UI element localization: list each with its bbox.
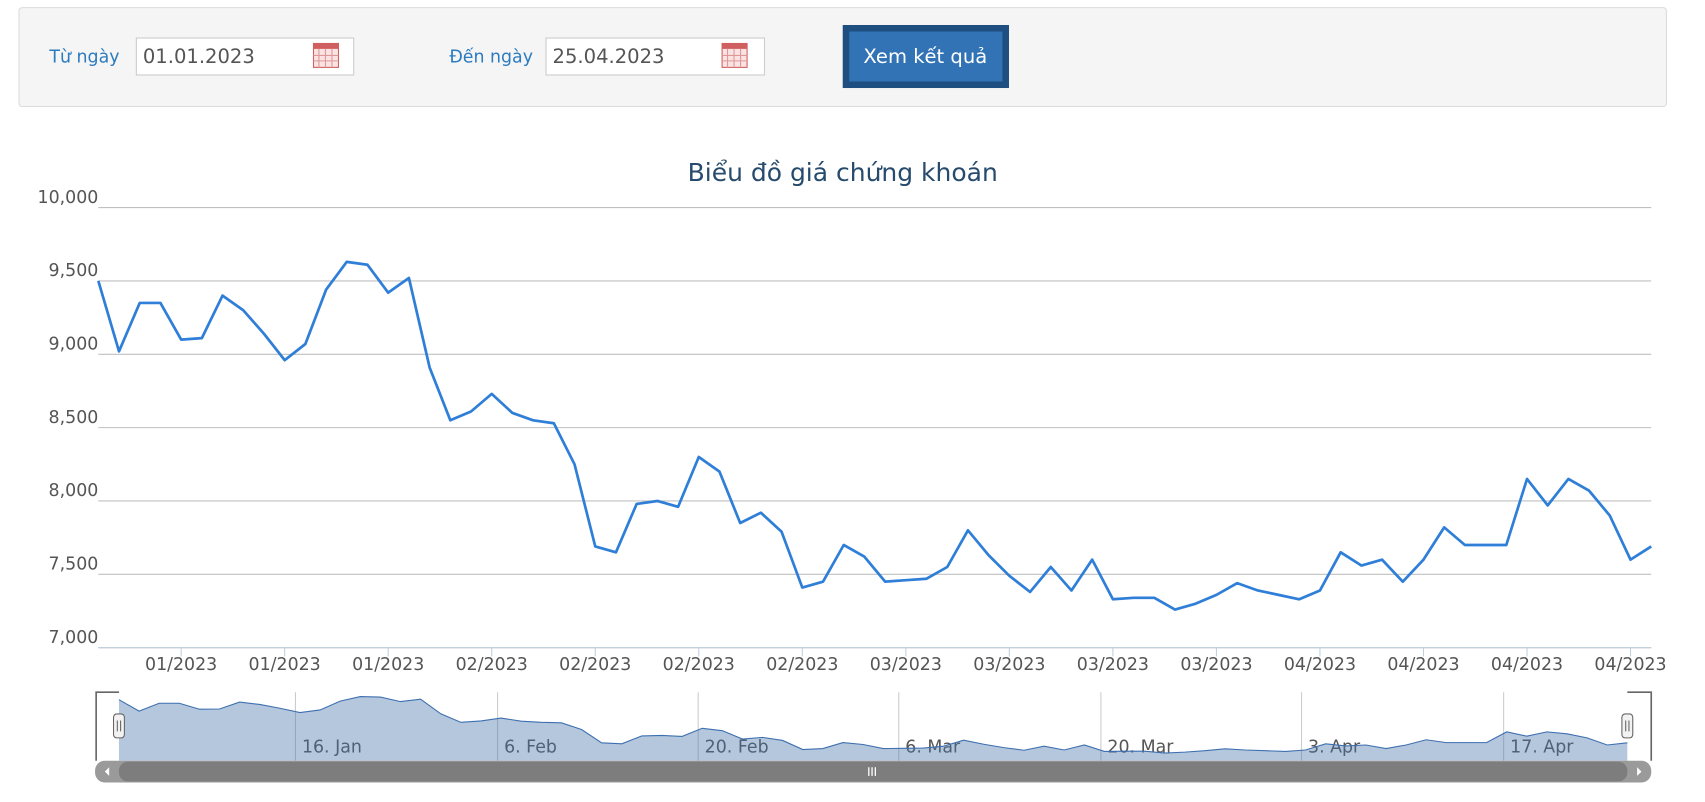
- x-tick-label: 02/2023: [456, 655, 528, 675]
- navigator-handles[interactable]: [112, 713, 1634, 739]
- navigator-label: 20. Feb: [705, 738, 769, 758]
- from-label: Từ ngày: [48, 48, 119, 68]
- navigator-label: 3. Apr: [1308, 738, 1361, 758]
- y-tick-label: 8,500: [49, 408, 99, 428]
- y-tick-label: 9,500: [49, 261, 99, 281]
- from-calendar-icon[interactable]: [312, 42, 340, 68]
- x-tick-label: 04/2023: [1594, 655, 1666, 675]
- to-value: 25.04.2023: [553, 45, 665, 68]
- x-tick-label: 01/2023: [145, 655, 217, 675]
- price-line: [97, 260, 1652, 611]
- x-tick-label: 04/2023: [1284, 655, 1356, 675]
- scrollbar: [95, 760, 1652, 783]
- navigator-line: [118, 696, 1628, 754]
- x-tick-label: 04/2023: [1387, 655, 1459, 675]
- x-tick-label: 03/2023: [1180, 655, 1252, 675]
- submit-label: Xem kết quả: [863, 45, 987, 68]
- x-tick-label: 01/2023: [352, 655, 424, 675]
- x-tick-label: 02/2023: [559, 655, 631, 675]
- navigator-area: [118, 696, 1628, 761]
- y-tick-label: 9,000: [49, 334, 99, 354]
- from-value: 01.01.2023: [143, 45, 255, 68]
- navigator-label: 16. Jan: [302, 738, 362, 758]
- chart-title: Biểu đồ giá chứng khoán: [688, 158, 998, 187]
- to-calendar-icon[interactable]: [721, 42, 748, 68]
- plot: 7,000 7,500 8,000 8,500 9,000 9,500 10,000 01/2…: [38, 188, 1667, 675]
- navigator: 16. Jan6. Feb20. Feb6. Mar20. Mar3. Apr1…: [95, 691, 1653, 761]
- x-tick-label: 03/2023: [1077, 655, 1149, 675]
- x-tick-label: 04/2023: [1491, 655, 1563, 675]
- x-tick-label: 01/2023: [249, 655, 321, 675]
- navigator-label: 6. Feb: [504, 738, 557, 758]
- y-tick-label: 7,000: [49, 628, 99, 648]
- y-tick-label: 8,000: [49, 481, 99, 501]
- navigator-label: 17. Apr: [1510, 738, 1574, 758]
- x-tick-label: 02/2023: [766, 655, 838, 675]
- x-tick-label: 03/2023: [973, 655, 1045, 675]
- x-tick-label: 03/2023: [870, 655, 942, 675]
- scrollbar-thumb[interactable]: [118, 761, 1628, 782]
- y-tick-label: 10,000: [38, 188, 99, 208]
- y-tick-label: 7,500: [49, 555, 99, 575]
- submit-button-face: [849, 31, 1003, 82]
- to-label: Đến ngày: [449, 47, 533, 68]
- x-tick-label: 02/2023: [663, 655, 735, 675]
